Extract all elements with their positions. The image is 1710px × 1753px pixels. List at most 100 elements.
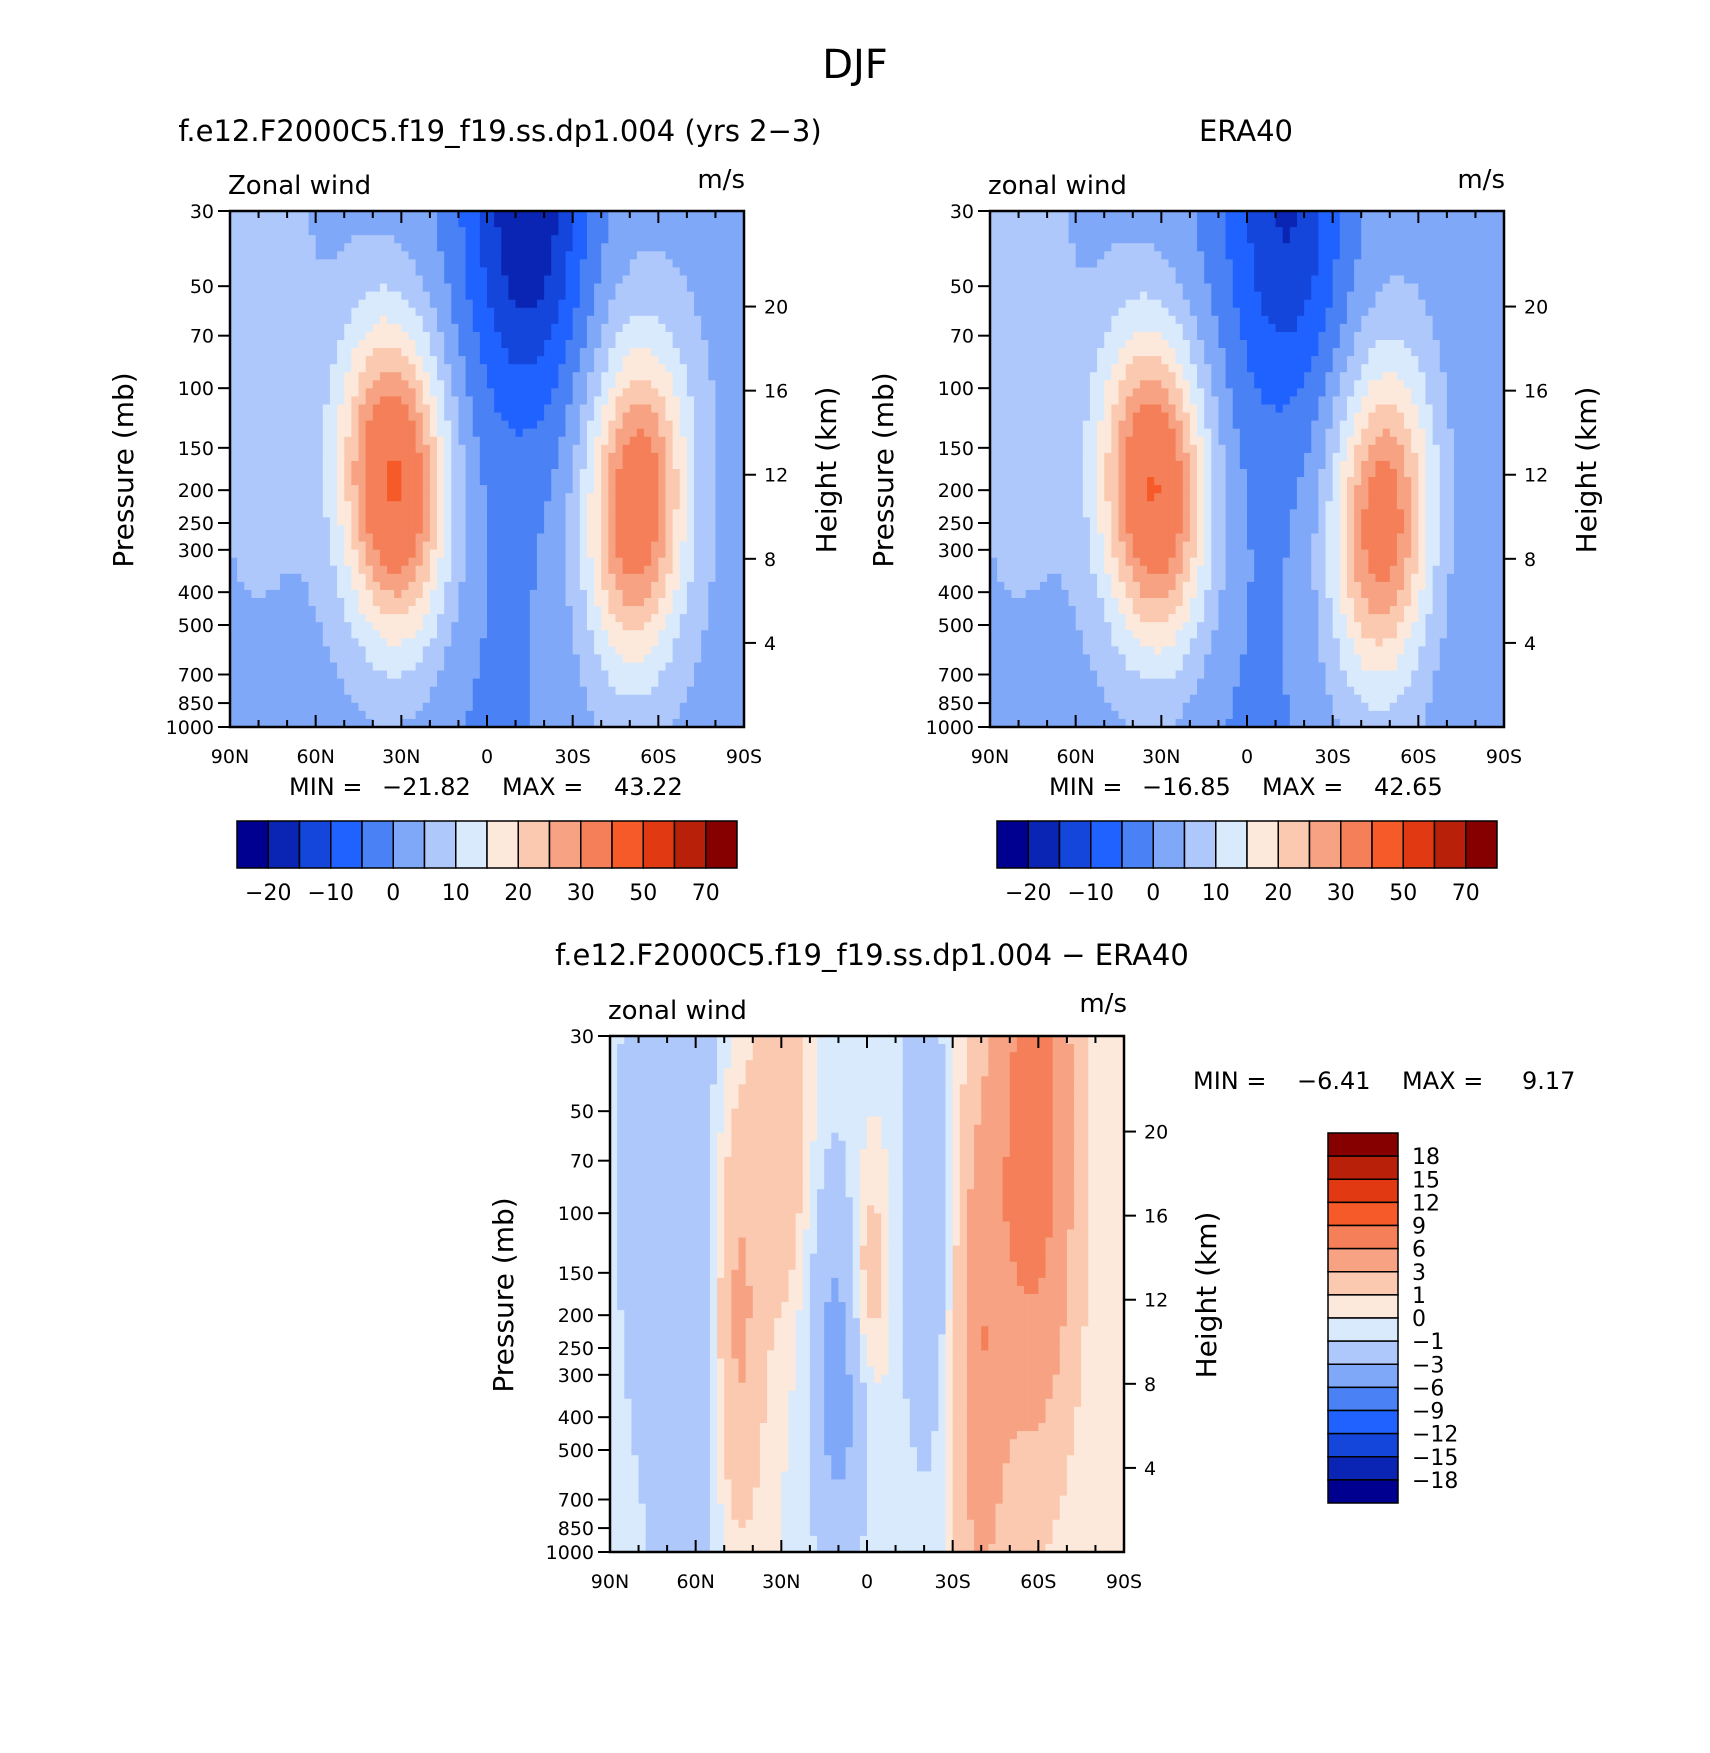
contour-cell: [729, 299, 738, 309]
contour-cell: [679, 348, 688, 357]
contour-cell: [708, 662, 717, 672]
contour-cell: [658, 718, 667, 727]
contour-cell: [322, 307, 331, 317]
contour-cell: [594, 533, 602, 543]
contour-cell: [565, 670, 574, 680]
contour-cell: [686, 565, 695, 575]
contour-cell: [372, 581, 381, 591]
contour-cell: [294, 477, 302, 486]
contour-cell: [529, 444, 538, 454]
contour-cell: [322, 694, 331, 704]
contour-cell: [415, 630, 424, 639]
contour-cell: [272, 702, 281, 712]
contour-cell: [501, 573, 510, 583]
contour-cell: [287, 299, 295, 309]
contour-cell: [287, 485, 295, 494]
contour-cell: [237, 565, 245, 575]
contour-cell: [265, 291, 274, 301]
contour-cell: [551, 477, 559, 486]
contour-cell: [565, 541, 574, 551]
contour-cell: [437, 541, 445, 551]
contour-cell: [272, 372, 281, 381]
contour-cell: [230, 315, 238, 325]
contour-cell: [372, 428, 381, 438]
contour-cell: [558, 622, 567, 631]
contour-cell: [558, 227, 567, 236]
contour-cell: [487, 291, 495, 301]
contour-cell: [251, 557, 260, 567]
contour-cell: [358, 364, 367, 373]
contour-cell: [515, 662, 524, 672]
contour-cell: [522, 509, 531, 518]
contour-cell: [365, 670, 374, 680]
contour-cell: [536, 670, 545, 680]
contour-cell: [444, 348, 452, 357]
contour-cell: [501, 331, 510, 341]
contour-cell: [315, 323, 324, 333]
contour-cell: [1204, 227, 1212, 236]
contour-cell: [579, 219, 588, 228]
contour-cell: [679, 614, 688, 623]
contour-cell: [372, 557, 381, 567]
contour-cell: [494, 702, 502, 712]
contour-cell: [394, 412, 402, 422]
contour-cell: [608, 356, 617, 365]
contour-cell: [479, 235, 488, 244]
contour-cell: [729, 404, 738, 414]
contour-cell: [351, 396, 360, 406]
contour-cell: [579, 340, 588, 349]
contour-cell: [358, 678, 367, 688]
contour-cell: [444, 299, 452, 309]
contour-cell: [515, 606, 524, 615]
contour-cell: [594, 283, 602, 293]
contour-cell: [629, 581, 638, 591]
contour-cell: [301, 299, 310, 309]
contour-cell: [337, 517, 345, 527]
contour-cell: [558, 364, 567, 373]
contour-cell: [658, 331, 667, 341]
contour-cell: [401, 364, 410, 373]
contour-cell: [615, 630, 624, 639]
contour-cell: [458, 372, 467, 381]
contour-cell: [529, 331, 538, 341]
contour-cell: [636, 493, 645, 502]
contour-cell: [379, 211, 388, 220]
contour-cell: [686, 299, 695, 309]
contour-cell: [736, 493, 744, 502]
contour-cell: [708, 307, 717, 317]
contour-cell: [372, 501, 381, 510]
contour-cell: [586, 404, 595, 414]
contour-cell: [736, 533, 744, 543]
contour-cell: [672, 267, 681, 277]
contour-cell: [394, 299, 402, 309]
contour-cell: [265, 493, 274, 502]
contour-cell: [472, 670, 481, 680]
contour-cell: [729, 702, 738, 712]
contour-cell: [451, 331, 460, 341]
contour-cell: [237, 541, 245, 551]
contour-cell: [536, 581, 545, 591]
contour-cell: [736, 622, 744, 631]
contour-cell: [601, 331, 609, 341]
contour-cell: [551, 436, 559, 446]
contour-cell: [451, 219, 460, 228]
contour-cell: [429, 702, 438, 712]
contour-cell: [337, 444, 345, 454]
contour-cell: [437, 670, 445, 680]
contour-cell: [572, 412, 581, 422]
contour-cell: [479, 372, 488, 381]
contour-cell: [337, 501, 345, 510]
contour-cell: [422, 710, 431, 720]
contour-cell: [372, 211, 381, 220]
contour-cell: [394, 235, 402, 244]
contour-cell: [494, 718, 502, 727]
contour-cell: [487, 315, 495, 325]
contour-cell: [636, 420, 645, 430]
contour-cell: [487, 364, 495, 373]
contour-cell: [508, 420, 517, 430]
contour-cell: [322, 493, 331, 502]
contour-cell: [1154, 211, 1162, 220]
contour-cell: [701, 541, 709, 551]
contour-cell: [672, 622, 681, 631]
contour-cell: [694, 323, 702, 333]
